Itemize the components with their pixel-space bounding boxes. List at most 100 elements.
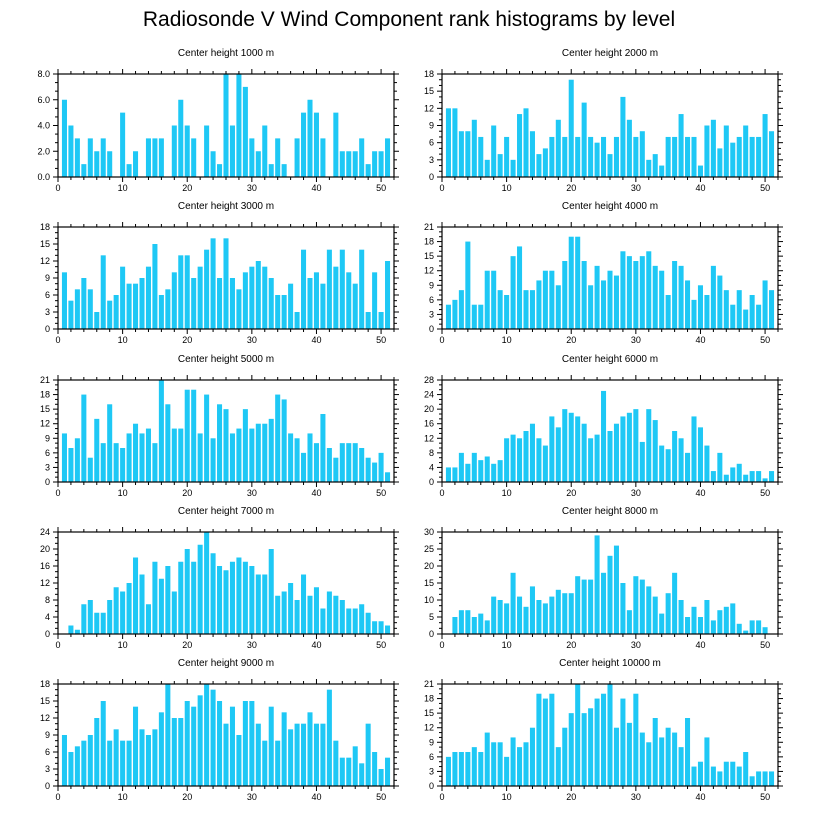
- bar: [275, 740, 281, 786]
- bar: [510, 572, 516, 634]
- bar: [665, 295, 671, 329]
- x-tick-label: 40: [311, 183, 321, 193]
- x-tick-label: 10: [502, 183, 512, 193]
- bar: [756, 620, 762, 634]
- bar: [313, 272, 319, 329]
- bar: [191, 278, 197, 329]
- bar: [158, 138, 164, 178]
- panel-10: Center height 10000 m 0 10 20 30 40 50 0 3 6 9 12 15…: [424, 658, 783, 802]
- x-tick-label: 20: [566, 488, 576, 498]
- bar: [288, 583, 294, 634]
- bar: [452, 299, 458, 329]
- bar: [268, 706, 274, 786]
- bar: [756, 471, 762, 482]
- x-tick-label: 0: [55, 335, 60, 345]
- bar: [710, 620, 716, 634]
- bar: [581, 579, 587, 634]
- bar: [529, 131, 535, 177]
- bar: [197, 695, 203, 786]
- bar: [120, 740, 126, 786]
- bar: [697, 617, 703, 634]
- bar: [359, 249, 365, 329]
- x-tick-label: 50: [376, 335, 386, 345]
- bar: [743, 630, 749, 634]
- bar: [320, 283, 326, 329]
- bar: [517, 438, 523, 482]
- bar: [458, 610, 464, 634]
- bar: [613, 545, 619, 634]
- bar: [385, 138, 391, 178]
- y-tick-label: 21: [40, 375, 50, 385]
- y-tick-label: 18: [40, 222, 50, 232]
- x-tick-label: 40: [311, 792, 321, 802]
- bar: [171, 718, 177, 786]
- bar: [478, 136, 484, 177]
- panel-title: Center height 7000 m: [178, 506, 274, 517]
- bar: [326, 249, 332, 329]
- x-tick-label: 20: [182, 488, 192, 498]
- bar: [665, 449, 671, 482]
- bar: [497, 154, 503, 177]
- x-tick-label: 20: [566, 640, 576, 650]
- bar: [536, 154, 542, 177]
- bar: [68, 300, 74, 329]
- y-tick-label: 20: [40, 544, 50, 554]
- bar: [484, 159, 490, 177]
- bar: [497, 460, 503, 482]
- bar: [562, 261, 568, 329]
- y-tick-label: 18: [40, 679, 50, 689]
- bar: [749, 471, 755, 482]
- bar: [126, 164, 132, 178]
- bar: [107, 740, 113, 786]
- bar: [691, 136, 697, 177]
- bar: [352, 746, 358, 786]
- bar: [743, 752, 749, 786]
- bar: [307, 595, 313, 634]
- x-tick-label: 30: [247, 183, 257, 193]
- bar: [723, 606, 729, 634]
- bar: [465, 752, 471, 786]
- bar: [236, 557, 242, 634]
- bar: [613, 136, 619, 177]
- bar: [178, 561, 184, 634]
- bar: [471, 617, 477, 634]
- bar: [365, 723, 371, 786]
- bar: [562, 409, 568, 482]
- y-tick-label: 3: [429, 155, 434, 165]
- bar: [588, 438, 594, 482]
- bar: [281, 295, 287, 329]
- bar: [646, 159, 652, 177]
- bar: [639, 256, 645, 329]
- bar: [61, 433, 67, 482]
- y-tick-label: 0: [429, 477, 434, 487]
- bar: [255, 423, 261, 482]
- bar: [333, 740, 339, 786]
- bar: [504, 136, 510, 177]
- bar: [697, 427, 703, 482]
- y-tick-label: 25: [424, 544, 434, 554]
- bar: [301, 452, 307, 482]
- bar: [133, 151, 139, 177]
- bar: [697, 761, 703, 786]
- bar: [672, 572, 678, 634]
- panel-2: Center height 2000 m 0 10 20 30 40 50 0 3 6 9 12 15 1…: [424, 48, 783, 193]
- bar: [652, 420, 658, 482]
- bar: [307, 278, 313, 329]
- x-tick-label: 10: [502, 792, 512, 802]
- bar: [158, 578, 164, 634]
- bar: [294, 438, 300, 482]
- bar: [523, 431, 529, 482]
- bar: [652, 265, 658, 329]
- x-tick-label: 40: [695, 183, 705, 193]
- bar: [510, 159, 516, 177]
- y-tick-label: 9: [45, 273, 50, 283]
- bar: [549, 136, 555, 177]
- bar: [365, 457, 371, 482]
- bar: [210, 689, 216, 786]
- bar: [107, 300, 113, 329]
- bar: [445, 467, 451, 482]
- bar: [581, 261, 587, 329]
- bar: [736, 766, 742, 786]
- bar: [659, 737, 665, 786]
